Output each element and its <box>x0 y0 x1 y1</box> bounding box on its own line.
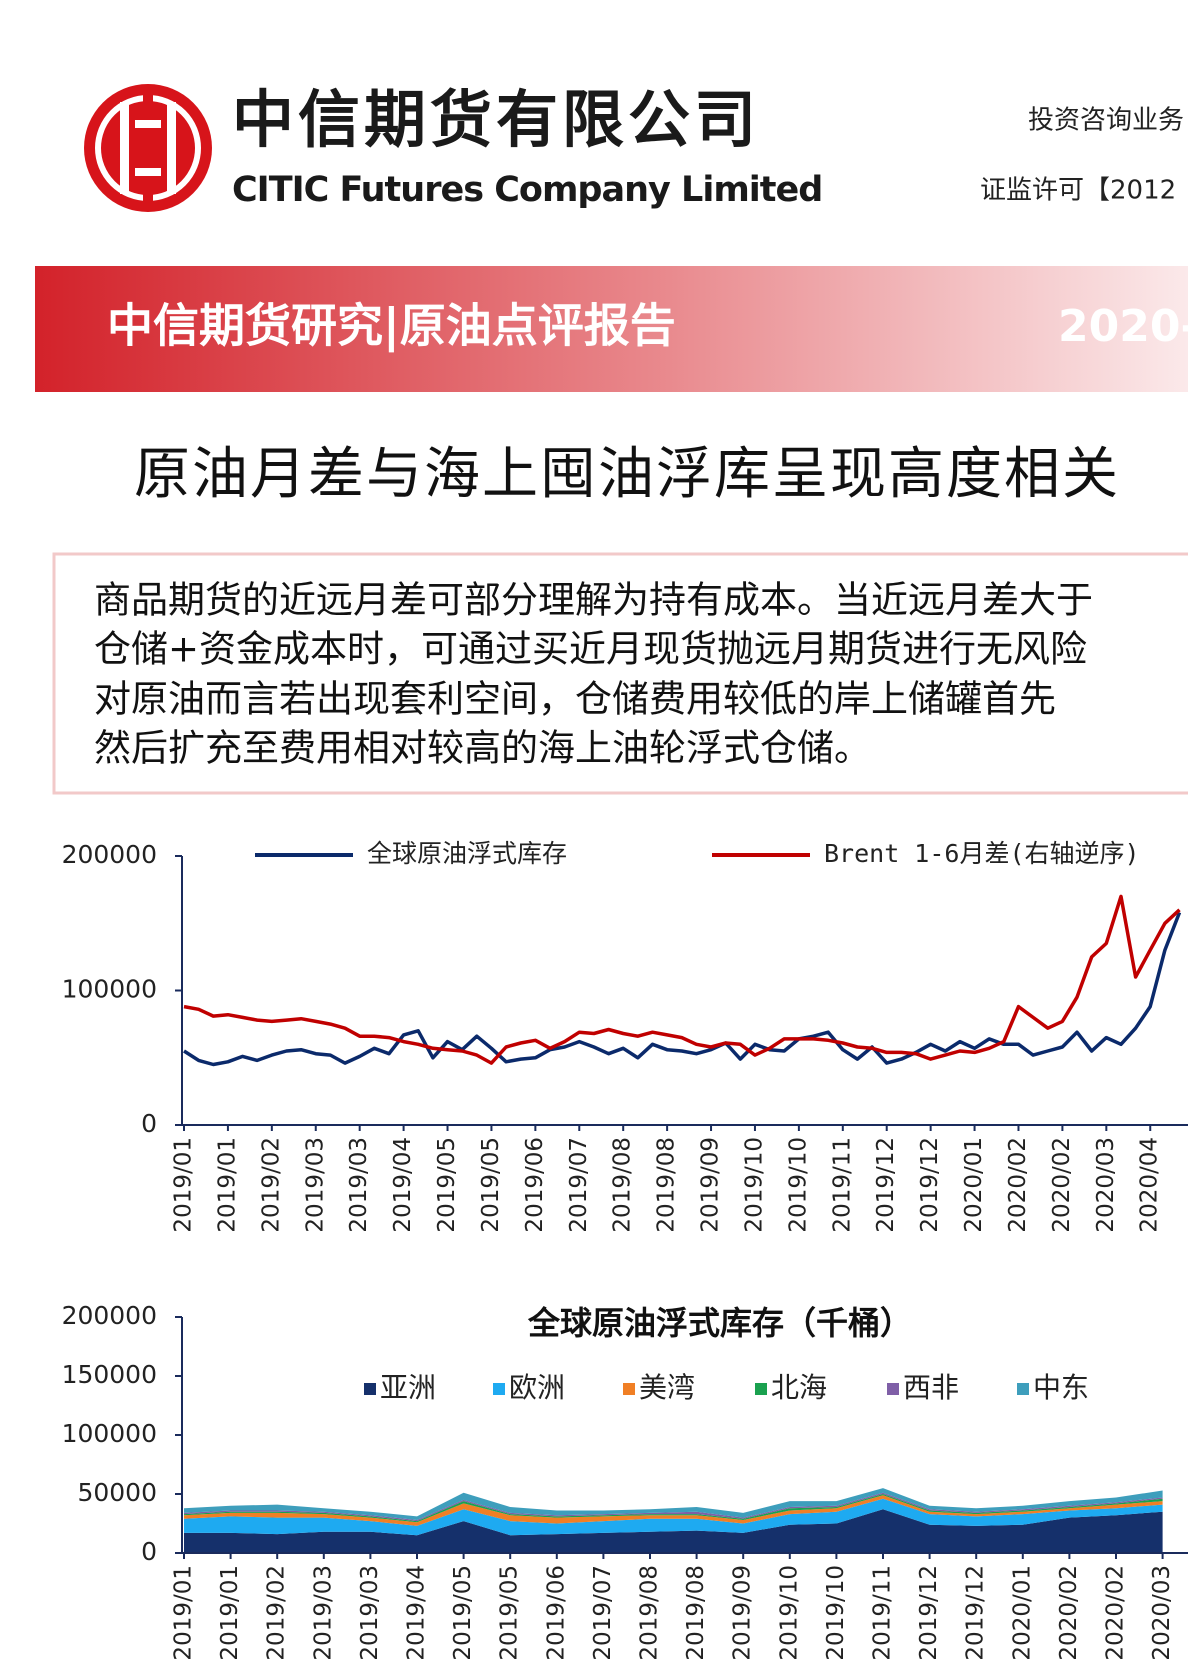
logo <box>84 84 212 212</box>
legend-label: 北海 <box>771 1371 827 1404</box>
area-segment <box>184 1509 1163 1553</box>
x-tick-label: 2020/02 <box>1005 1137 1031 1233</box>
x-tick-label: 2019/12 <box>916 1565 942 1661</box>
x-tick-label: 2019/01 <box>171 1137 197 1233</box>
x-tick-label: 2019/03 <box>357 1565 383 1661</box>
x-tick-label: 2019/12 <box>917 1137 943 1233</box>
legend-swatch <box>1017 1383 1029 1395</box>
x-tick-label: 2019/10 <box>776 1565 802 1661</box>
legend-swatch <box>623 1383 635 1395</box>
x-tick-label: 2020/03 <box>1149 1565 1175 1661</box>
summary-box <box>52 552 1188 795</box>
legend-label: 中东 <box>1033 1371 1089 1404</box>
legend-label: 欧洲 <box>509 1371 565 1404</box>
x-tick-label: 2019/10 <box>741 1137 767 1233</box>
company-name-en: CITIC Futures Company Limited <box>232 170 822 210</box>
x-tick-label: 2020/02 <box>1049 1137 1075 1233</box>
banner-title: 中信期货研究|原油点评报告 <box>107 299 676 354</box>
x-tick-label: 2019/04 <box>390 1137 416 1233</box>
y-tick-label: 100000 <box>62 1419 157 1448</box>
x-tick-label: 2019/03 <box>310 1565 336 1661</box>
banner <box>35 266 1188 392</box>
x-tick-label: 2019/01 <box>214 1137 240 1233</box>
x-tick-label: 2019/11 <box>829 1137 855 1233</box>
x-tick-label: 2019/12 <box>963 1565 989 1661</box>
legend-swatch <box>493 1383 505 1395</box>
legend-label: 全球原油浮式库存 <box>367 839 567 868</box>
series-line <box>183 911 1182 1067</box>
x-tick-label: 2019/03 <box>346 1137 372 1233</box>
license-line: 投资咨询业务 <box>1028 106 1184 136</box>
summary-line: 商品期货的近远月差可部分理解为持有成本。当近远月差大于 <box>94 579 1093 622</box>
summary-line: 对原油而言若出现套利空间，仓储费用较低的岸上储罐首先 <box>94 678 1056 721</box>
x-tick-label: 2019/05 <box>450 1565 476 1661</box>
legend-label: Brent 1-6月差(右轴逆序) <box>824 839 1140 868</box>
x-tick-label: 2020/02 <box>1056 1565 1082 1661</box>
y-tick-label: 200000 <box>62 1301 157 1330</box>
x-tick-label: 2019/08 <box>637 1565 663 1661</box>
x-tick-label: 2019/04 <box>404 1565 430 1661</box>
y-tick-label: 150000 <box>62 1360 157 1389</box>
legend-label: 西非 <box>903 1371 959 1404</box>
x-tick-label: 2019/12 <box>873 1137 899 1233</box>
y-tick-label: 200000 <box>62 840 157 869</box>
x-tick-label: 2019/01 <box>217 1565 243 1661</box>
area-segment <box>184 1498 1163 1536</box>
x-tick-label: 2019/08 <box>683 1565 709 1661</box>
x-tick-label: 2019/02 <box>264 1565 290 1661</box>
x-tick-label: 2019/09 <box>698 1137 724 1233</box>
x-tick-label: 2019/05 <box>497 1565 523 1661</box>
banner-date: 2020- <box>1058 301 1188 352</box>
x-tick-label: 2019/06 <box>522 1137 548 1233</box>
legend-swatch <box>364 1383 376 1395</box>
y-tick-label: 0 <box>141 1537 157 1566</box>
legend-swatch <box>755 1383 767 1395</box>
legend-label: 美湾 <box>639 1371 695 1404</box>
x-tick-label: 2019/11 <box>870 1565 896 1661</box>
company-name-cn: 中信期货有限公司 <box>232 83 760 156</box>
x-tick-label: 2019/01 <box>171 1565 197 1661</box>
x-tick-label: 2019/06 <box>543 1565 569 1661</box>
x-tick-label: 2019/02 <box>258 1137 284 1233</box>
x-tick-label: 2019/08 <box>654 1137 680 1233</box>
legend-swatch <box>887 1383 899 1395</box>
x-tick-label: 2019/10 <box>823 1565 849 1661</box>
x-tick-label: 2020/01 <box>961 1137 987 1233</box>
x-tick-label: 2019/05 <box>434 1137 460 1233</box>
x-tick-label: 2020/02 <box>1103 1565 1129 1661</box>
x-tick-label: 2020/01 <box>1009 1565 1035 1661</box>
area-segment <box>184 1495 1163 1526</box>
x-tick-label: 2019/09 <box>730 1565 756 1661</box>
x-tick-label: 2019/07 <box>566 1137 592 1233</box>
x-tick-label: 2020/03 <box>1093 1137 1119 1233</box>
x-tick-label: 2019/10 <box>785 1137 811 1233</box>
y-tick-label: 50000 <box>77 1478 157 1507</box>
chart-title: 全球原油浮式库存（千桶） <box>527 1304 912 1342</box>
legend-label: 亚洲 <box>380 1371 436 1404</box>
x-tick-label: 2019/07 <box>590 1565 616 1661</box>
series-line <box>183 894 1181 1065</box>
license-line: 证监许可【2012 <box>980 176 1176 206</box>
area-segment <box>184 1488 1163 1520</box>
y-tick-label: 100000 <box>62 975 157 1004</box>
report-title: 原油月差与海上囤油浮库呈现高度相关 <box>134 442 1120 507</box>
x-tick-label: 2019/08 <box>610 1137 636 1233</box>
summary-line: 仓储+资金成本时，可通过买近月现货抛远月期货进行无风险 <box>94 628 1087 671</box>
x-tick-label: 2019/03 <box>302 1137 328 1233</box>
x-tick-label: 2019/05 <box>478 1137 504 1233</box>
x-tick-label: 2020/04 <box>1137 1137 1163 1233</box>
y-tick-label: 0 <box>141 1109 157 1138</box>
summary-line: 然后扩充至费用相对较高的海上油轮浮式仓储。 <box>94 727 871 770</box>
